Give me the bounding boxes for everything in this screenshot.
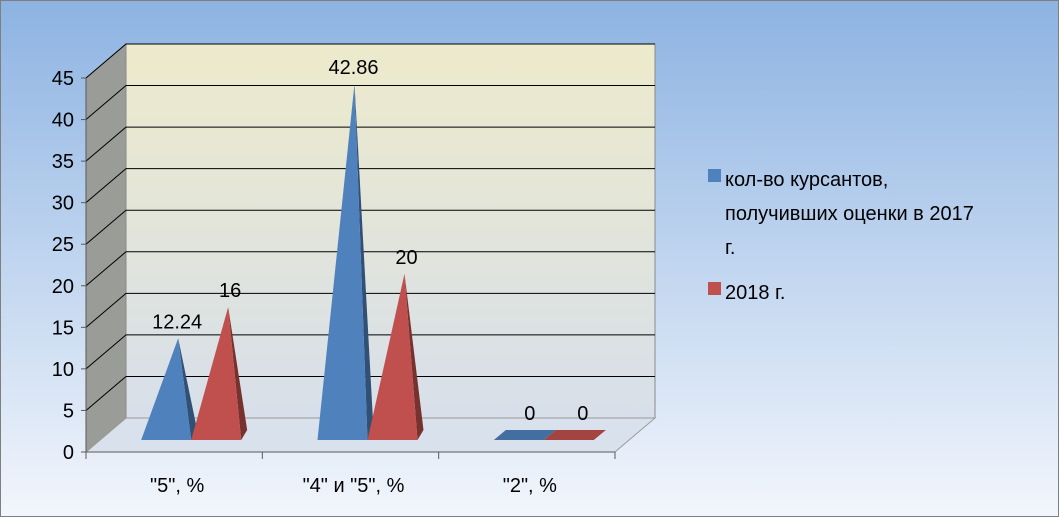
category-label: "5", %: [150, 475, 204, 497]
legend-item: 2018 г.: [708, 282, 785, 304]
pyramid-front-face: [367, 273, 418, 440]
pyramid-bar: [367, 273, 424, 440]
data-label: 0: [577, 403, 588, 425]
legend-label: получивших оценки в 2017: [725, 203, 974, 225]
legend-swatch: [708, 169, 721, 182]
category-label: "4" и "5", %: [303, 475, 405, 497]
pyramid-side-face: [404, 273, 424, 440]
gridline: [85, 375, 655, 411]
pyramid-bar: [543, 430, 606, 440]
data-label: 12.24: [152, 311, 202, 333]
pyramid-front-face: [141, 338, 192, 440]
category-label: "2", %: [503, 475, 557, 497]
data-label: 16: [219, 280, 241, 302]
gridline: [85, 168, 655, 204]
gridlines: [85, 43, 655, 411]
pyramid-front-face: [191, 307, 242, 440]
data-labels: 12.24 16 42.86 20 0 0: [152, 57, 588, 425]
y-tick-label: 15: [52, 317, 74, 339]
y-tick-label: 25: [52, 234, 74, 256]
y-tick-label: 10: [52, 359, 74, 381]
pyramid-flat-base: [493, 430, 556, 440]
data-label: 42.86: [328, 57, 378, 79]
y-axis: 0 5 10 15 20 25 30 35 40 45: [52, 68, 87, 464]
pyramid-flat-base: [543, 430, 606, 440]
legend-swatch: [708, 282, 721, 295]
y-tick-label: 45: [52, 68, 74, 90]
pyramid-bar: [317, 83, 374, 441]
pyramid-bar: [493, 430, 556, 440]
data-label: 0: [524, 403, 535, 425]
legend-item: кол-во курсантов, получивших оценки в 201…: [708, 169, 974, 259]
legend-label: 2018 г.: [725, 282, 785, 304]
y-tick-label: 20: [52, 276, 74, 298]
gridline: [85, 334, 655, 370]
gridline: [85, 126, 655, 162]
gridline: [85, 292, 655, 328]
y-tick-label: 30: [52, 193, 74, 215]
pyramid-bars: [141, 83, 606, 441]
y-tick-label: 40: [52, 110, 74, 132]
pyramid-bar: [191, 307, 248, 440]
legend-label: кол-во курсантов,: [725, 169, 888, 191]
y-tick-label: 35: [52, 151, 74, 173]
gridline: [85, 209, 655, 245]
pyramid-side-face: [228, 307, 248, 440]
y-tick-label: 0: [63, 442, 74, 464]
pyramid-side-face: [354, 83, 374, 441]
legend: кол-во курсантов, получивших оценки в 201…: [708, 169, 974, 304]
data-label: 20: [395, 247, 417, 269]
pyramid-side-face: [178, 338, 198, 440]
gridline: [85, 85, 655, 120]
legend-label: г.: [725, 237, 735, 259]
gridline: [85, 43, 655, 79]
pyramid-bar: [141, 338, 198, 440]
x-axis: "5", % "4" и "5", % "2", %: [85, 451, 616, 497]
side-wall: [85, 42, 127, 454]
gridline: [85, 251, 655, 287]
pyramid-front-face: [317, 83, 368, 441]
y-tick-label: 5: [63, 400, 74, 422]
